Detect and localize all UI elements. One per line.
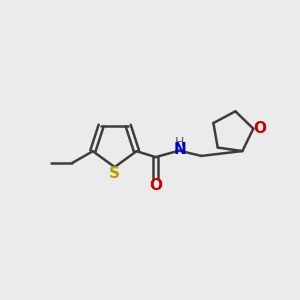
Text: N: N	[173, 142, 186, 157]
Text: H: H	[175, 136, 184, 149]
Text: O: O	[149, 178, 162, 193]
Text: O: O	[253, 121, 266, 136]
Text: S: S	[109, 166, 120, 181]
